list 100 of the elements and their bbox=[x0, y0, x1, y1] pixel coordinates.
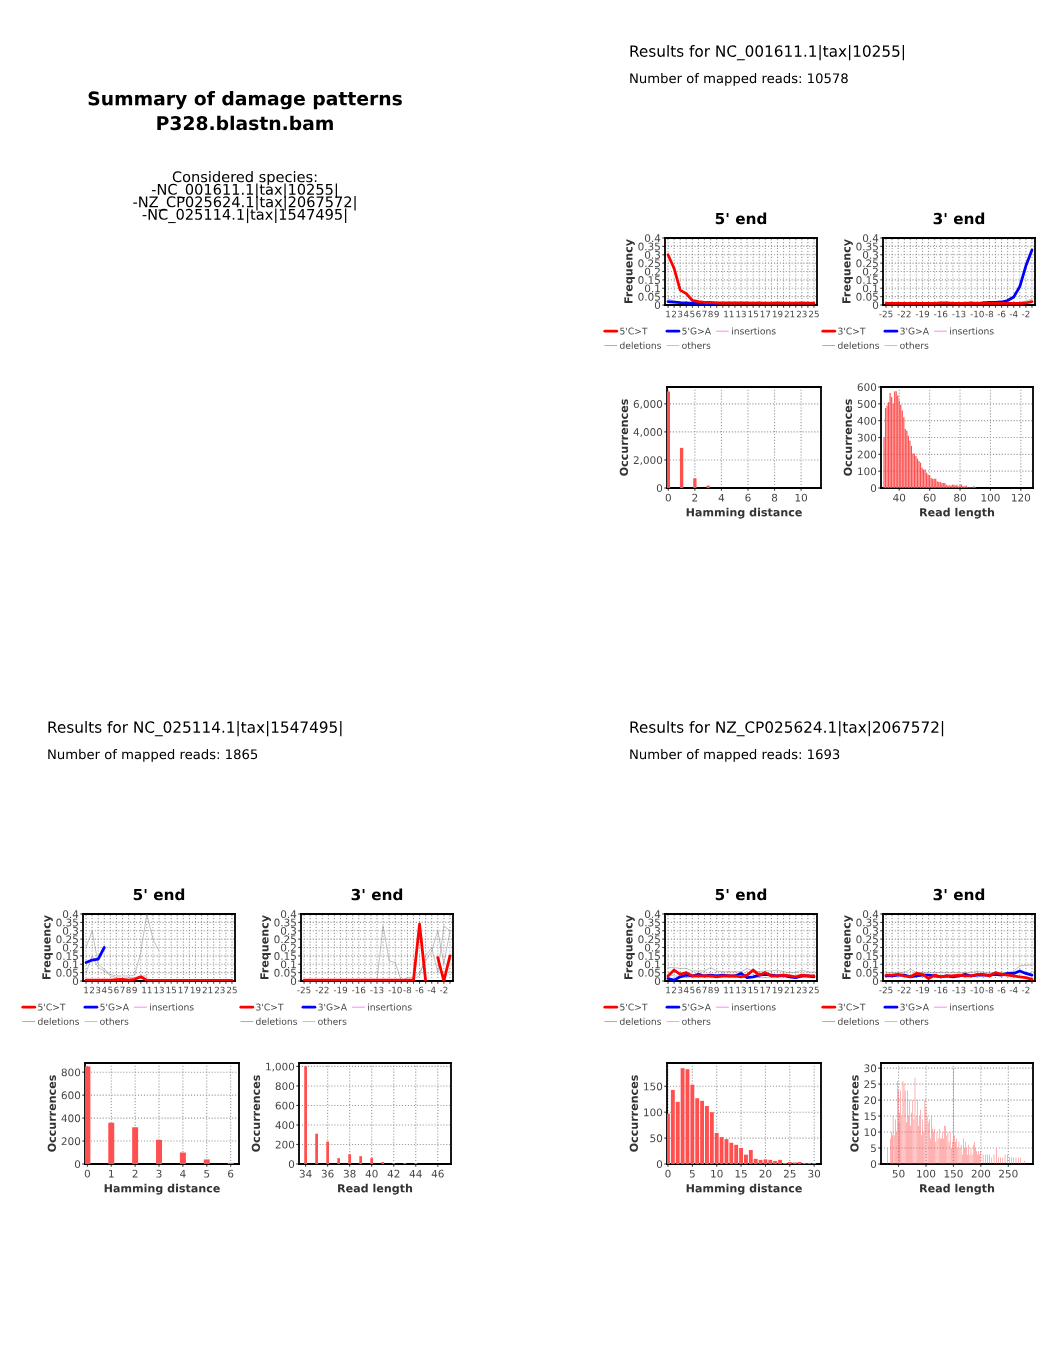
x-tick-label: 3 bbox=[678, 986, 683, 994]
x-tick-label: 11 bbox=[724, 986, 734, 994]
y-tick-label: 0.35 bbox=[638, 918, 660, 927]
x-tick-label: 4 bbox=[683, 986, 689, 994]
x-tick-label: 19 bbox=[772, 310, 783, 318]
legend-label: 3'C>T bbox=[838, 327, 866, 335]
x-tick-label: 11 bbox=[724, 310, 734, 318]
x-tick-label: 15 bbox=[735, 1169, 747, 1178]
x-tick-label: 80 bbox=[954, 493, 966, 502]
x-tick-label: 3 bbox=[678, 310, 683, 318]
x-tick-label: 60 bbox=[923, 493, 936, 502]
y-tick-label: 0 bbox=[872, 301, 879, 310]
legend-label: deletions bbox=[256, 1017, 298, 1025]
x-tick-label: -6 bbox=[415, 986, 424, 994]
y-tick-label: 600 bbox=[275, 1101, 295, 1110]
y-tick-label: 10 bbox=[864, 1128, 877, 1137]
y-tick-label: 0.3 bbox=[280, 926, 296, 935]
x-tick-label: 6 bbox=[114, 986, 119, 994]
x-tick-label: -4 bbox=[1009, 310, 1018, 318]
legend-label: deletions bbox=[620, 1017, 662, 1025]
legend-label: 3'G>A bbox=[900, 1003, 929, 1011]
y-tick-label: 300 bbox=[857, 433, 877, 442]
x-tick-label: 3 bbox=[96, 986, 101, 994]
x-tick-label: 0 bbox=[665, 493, 671, 502]
y-tick-label: 0.1 bbox=[280, 960, 296, 969]
y-tick-label: 15 bbox=[864, 1112, 876, 1121]
y-tick-label: 0 bbox=[870, 1160, 877, 1169]
y-tick-label: 0.15 bbox=[638, 952, 660, 960]
x-tick-label: -8 bbox=[403, 986, 412, 994]
x-tick-label: -25 bbox=[297, 986, 311, 994]
legend-label: deletions bbox=[620, 341, 662, 349]
x-tick-label: 6 bbox=[228, 1169, 234, 1178]
text: Number of mapped reads: 1865 bbox=[48, 749, 258, 762]
y-axis-title: Occurrences bbox=[47, 1075, 57, 1152]
y-tick-label: 0 bbox=[74, 1160, 81, 1169]
y-tick-label: 0.2 bbox=[644, 267, 660, 276]
y-tick-label: 0.4 bbox=[862, 234, 879, 243]
x-tick-label: -16 bbox=[934, 986, 948, 994]
x-tick-label: 44 bbox=[409, 1169, 422, 1178]
y-tick-label: 5 bbox=[871, 1144, 876, 1153]
y-tick-label: 0 bbox=[654, 301, 661, 310]
x-tick-label: -6 bbox=[997, 986, 1006, 994]
x-axis-title: Hamming distance bbox=[686, 1183, 802, 1195]
x-tick-label: 5 bbox=[690, 310, 695, 318]
x-tick-label: 4 bbox=[180, 1169, 186, 1178]
y-tick-label: 0.1 bbox=[644, 960, 660, 969]
y-tick-label: 0.2 bbox=[280, 943, 296, 952]
y-axis-title: Occurrences bbox=[843, 399, 853, 476]
x-tick-label: 6 bbox=[696, 986, 701, 994]
y-axis-title: Occurrences bbox=[619, 399, 629, 476]
y-tick-label: 800 bbox=[61, 1068, 81, 1077]
x-tick-label: 6 bbox=[745, 493, 751, 502]
y-tick-label: 0.4 bbox=[280, 910, 297, 919]
x-tick-label: 3 bbox=[156, 1169, 162, 1178]
y-tick-label: 0.3 bbox=[644, 250, 660, 259]
y-tick-label: 0.35 bbox=[274, 918, 296, 927]
text: Results for NC_001611.1|tax|10255| bbox=[630, 45, 905, 61]
y-tick-label: 400 bbox=[857, 416, 877, 425]
x-tick-label: 15 bbox=[748, 310, 758, 318]
x-tick-label: 5 bbox=[108, 986, 113, 994]
y-tick-label: 0.1 bbox=[62, 960, 78, 969]
x-tick-label: 21 bbox=[784, 986, 795, 994]
y-tick-label: 600 bbox=[61, 1091, 81, 1100]
x-tick-label: 10 bbox=[711, 1169, 723, 1178]
x-tick-label: 9 bbox=[714, 986, 719, 994]
legend-label: others bbox=[900, 341, 929, 349]
y-tick-label: 200 bbox=[275, 1140, 295, 1149]
x-tick-label: -8 bbox=[985, 986, 994, 994]
y-tick-label: 0 bbox=[656, 484, 663, 493]
x-tick-label: -13 bbox=[370, 986, 384, 994]
x-tick-label: -22 bbox=[315, 986, 329, 994]
text: Results for NZ_CP025624.1|tax|2067572| bbox=[630, 721, 944, 737]
x-axis-title: Read length bbox=[920, 1183, 995, 1195]
y-tick-label: 0.05 bbox=[856, 292, 878, 301]
y-tick-label: 0.4 bbox=[644, 910, 661, 919]
chart-title: 5' end bbox=[133, 888, 185, 901]
y-tick-label: 0.25 bbox=[856, 935, 878, 944]
x-tick-label: 13 bbox=[736, 986, 746, 994]
x-tick-label: 25 bbox=[809, 986, 819, 994]
x-tick-label: 4 bbox=[718, 493, 725, 502]
x-tick-label: -2 bbox=[439, 986, 448, 994]
text: Number of mapped reads: 1693 bbox=[630, 749, 840, 762]
y-tick-label: 0.2 bbox=[862, 267, 878, 276]
y-tick-label: 0.25 bbox=[638, 259, 660, 268]
y-axis-title: Frequency bbox=[624, 239, 635, 303]
y-tick-label: 0 bbox=[72, 977, 79, 986]
y-tick-label: 0.4 bbox=[62, 910, 79, 919]
y-tick-label: 200 bbox=[857, 450, 877, 459]
legend-label: deletions bbox=[838, 341, 880, 349]
x-tick-label: 17 bbox=[178, 986, 189, 994]
x-tick-label: -22 bbox=[897, 986, 911, 994]
x-tick-label: 36 bbox=[321, 1169, 334, 1178]
y-tick-label: 0.2 bbox=[62, 943, 78, 952]
x-tick-label: 5 bbox=[689, 1169, 695, 1178]
x-tick-label: 100 bbox=[981, 493, 1000, 502]
x-tick-label: 17 bbox=[760, 310, 771, 318]
x-tick-label: 17 bbox=[760, 986, 771, 994]
x-tick-label: 4 bbox=[683, 310, 689, 318]
x-tick-label: 23 bbox=[214, 986, 225, 994]
y-tick-label: 0.05 bbox=[856, 968, 878, 977]
